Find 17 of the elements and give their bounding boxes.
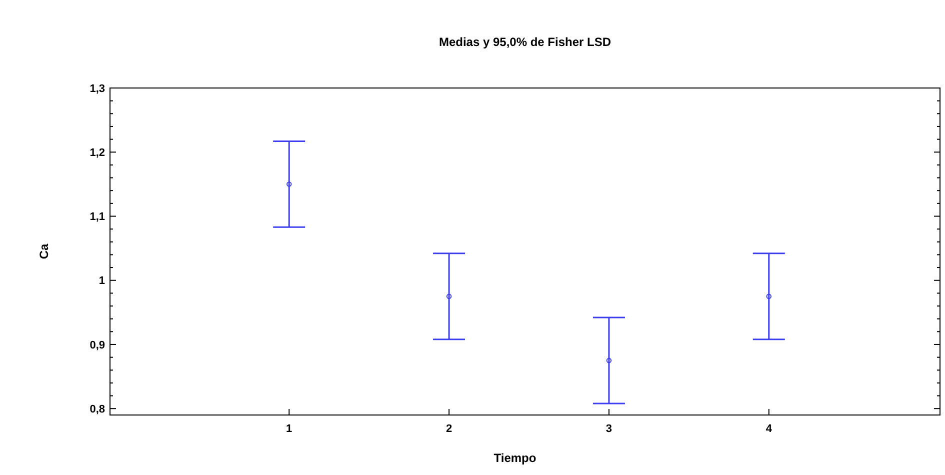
point [606,358,612,364]
y-tick-label: 0,8 [90,403,105,416]
x-tick-label: 3 [606,423,612,435]
y-axis-title: Ca [37,244,51,260]
x-tick-label: 4 [766,423,773,435]
chart-title: Medias y 95,0% de Fisher LSD [438,35,612,49]
point [446,294,452,299]
y-tick-label: 1,3 [90,82,105,95]
point [766,294,772,299]
x-tick-label: 2 [446,423,452,435]
y-tick-label: 1,2 [90,146,105,159]
x-tick-label: 1 [286,423,292,435]
y-tick-label: 0,9 [90,339,105,352]
y-tick-label: 1 [98,275,105,288]
point [286,182,292,187]
y-tick-label: 1,1 [90,211,105,224]
x-axis-title: Tiempo [494,451,536,465]
